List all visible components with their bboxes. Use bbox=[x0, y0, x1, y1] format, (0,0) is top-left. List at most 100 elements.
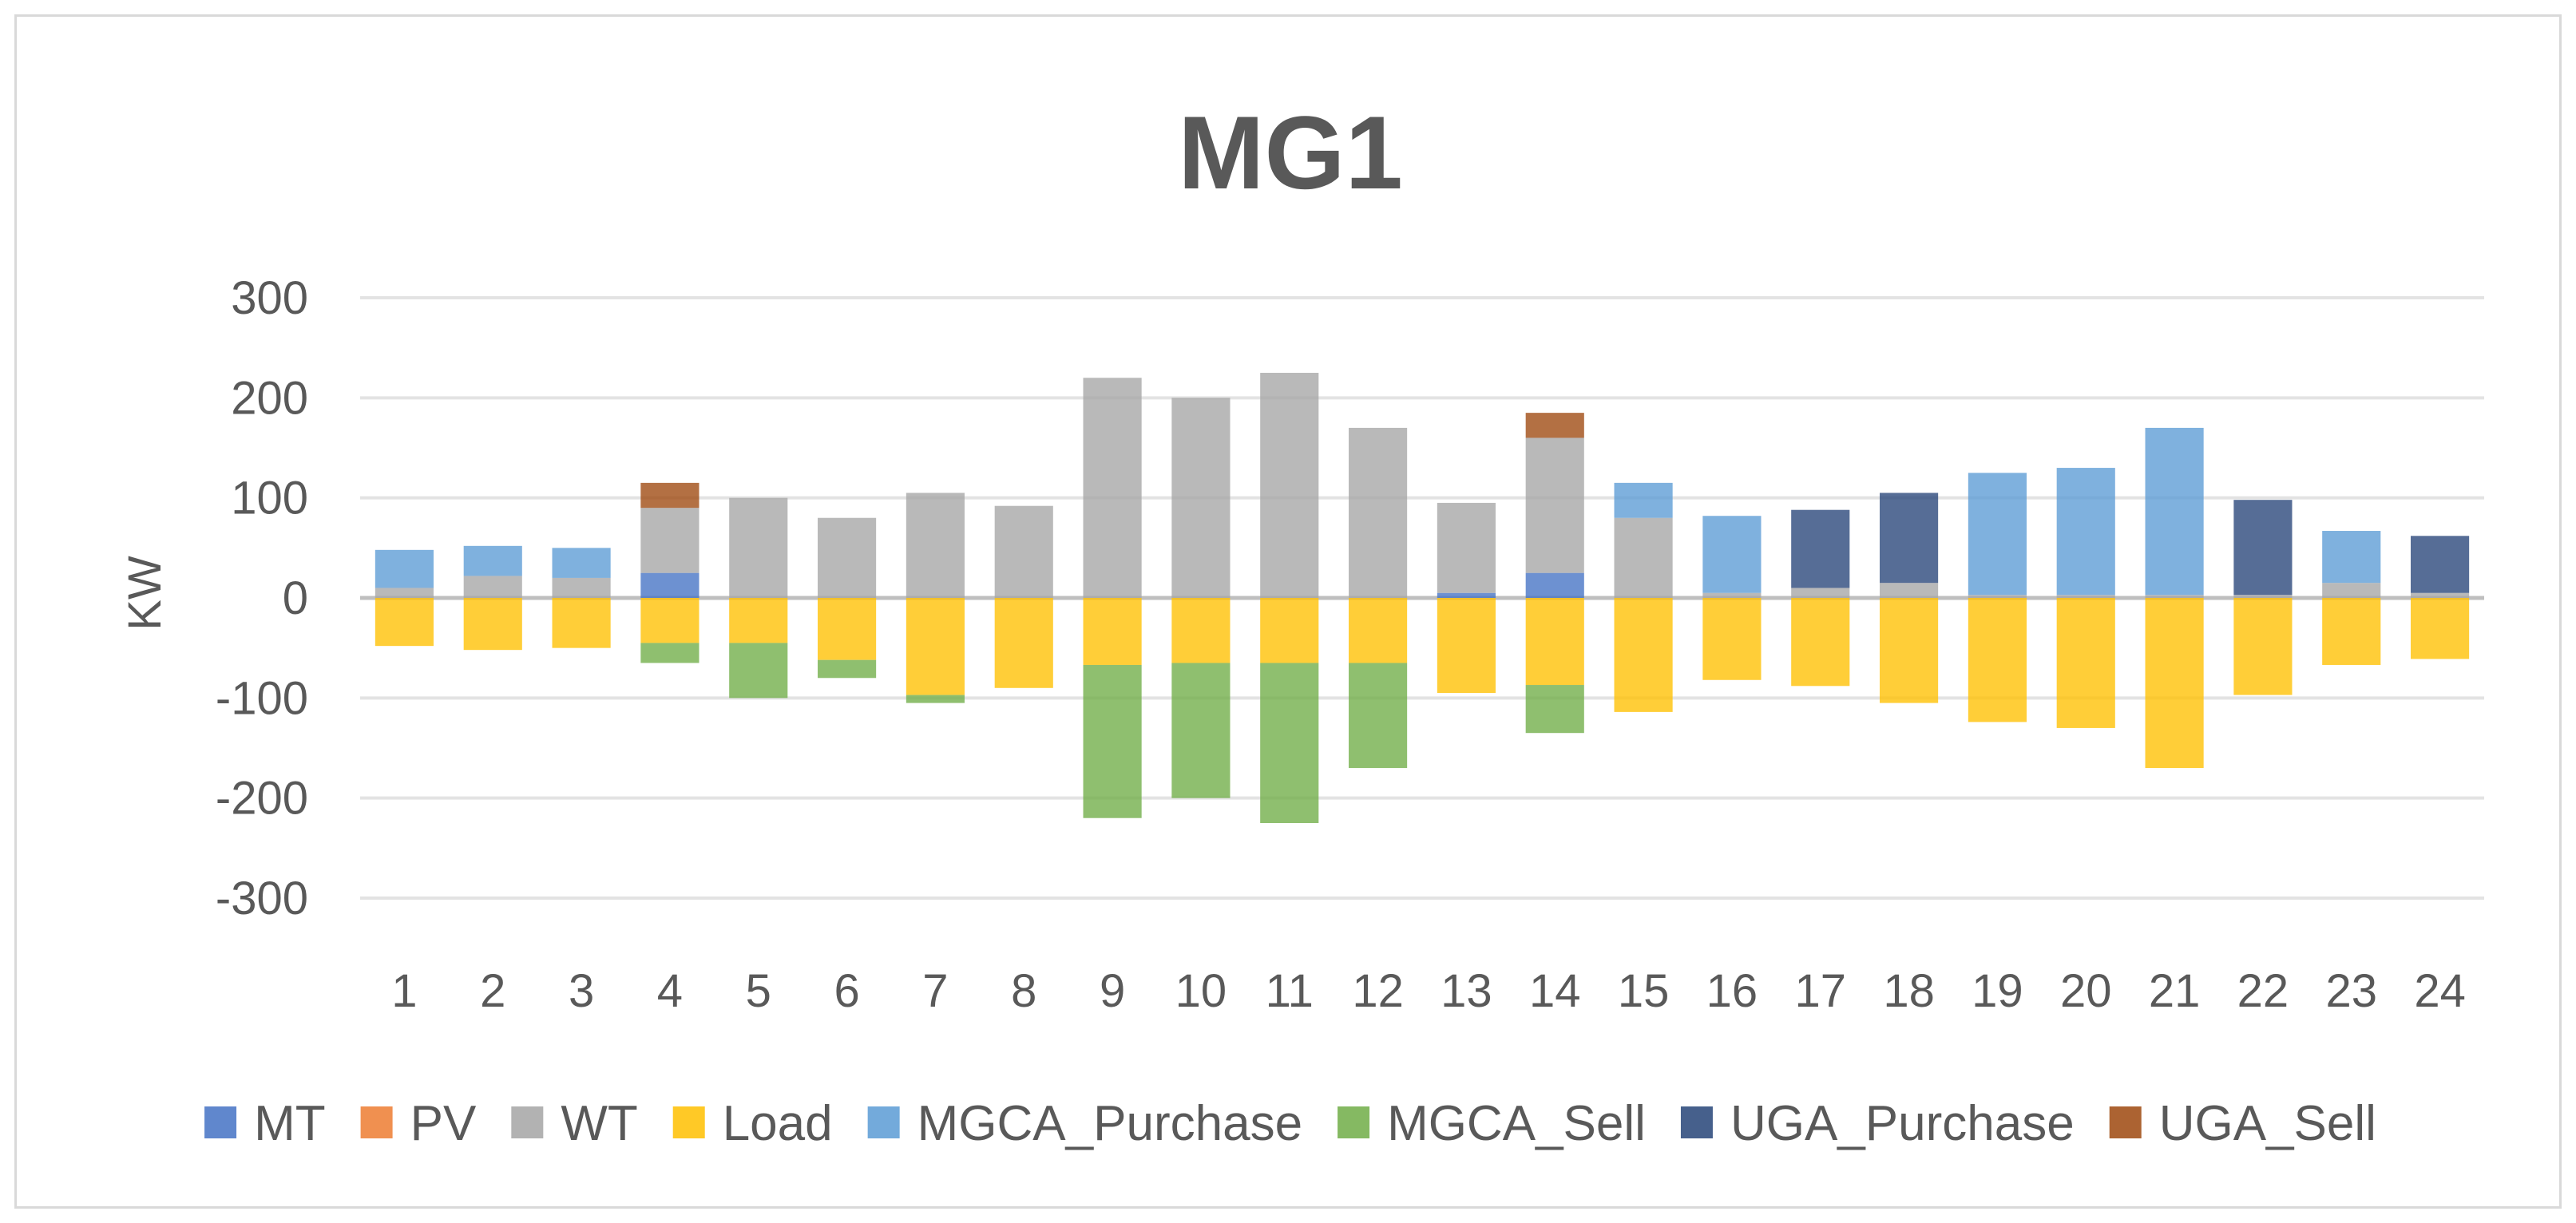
y-axis-ticks: 300 200 100 0 -100 -200 -300 bbox=[216, 272, 308, 924]
bar-load-11 bbox=[1260, 598, 1319, 663]
y-tick-label: -300 bbox=[216, 873, 308, 924]
bar-load-18 bbox=[1880, 598, 1939, 703]
bar-load-23 bbox=[2322, 598, 2381, 665]
y-tick-label: -200 bbox=[216, 773, 308, 825]
bar-load-16 bbox=[1702, 598, 1762, 680]
x-tick-label: 2 bbox=[480, 965, 505, 1017]
bar-wt-10 bbox=[1171, 398, 1231, 598]
bar-wt-9 bbox=[1083, 378, 1142, 598]
bar-wt-18 bbox=[1880, 583, 1939, 598]
bar-load-8 bbox=[994, 598, 1053, 688]
bar-load-20 bbox=[2056, 598, 2115, 728]
y-tick-label: 200 bbox=[231, 372, 308, 424]
x-tick-label: 22 bbox=[2237, 965, 2289, 1017]
y-axis-label: KW bbox=[119, 556, 171, 631]
legend-item-pv: PV bbox=[360, 1096, 477, 1151]
legend-swatch bbox=[511, 1106, 544, 1138]
bar-uga-purchase-18 bbox=[1880, 493, 1939, 584]
bar-load-19 bbox=[1968, 598, 2027, 722]
legend-swatch bbox=[2109, 1106, 2142, 1138]
chart-title: MG1 bbox=[1178, 94, 1403, 211]
legend-swatch bbox=[867, 1106, 900, 1138]
bar-wt-1 bbox=[375, 588, 434, 598]
legend-item-mgca-sell: MGCA_Sell bbox=[1338, 1096, 1646, 1151]
bar-wt-3 bbox=[552, 577, 611, 598]
bar-mt-13 bbox=[1437, 592, 1496, 598]
bar-mgca-sell-10 bbox=[1171, 663, 1231, 798]
bar-uga-purchase-17 bbox=[1791, 509, 1850, 588]
bar-mgca-purchase-2 bbox=[463, 545, 522, 576]
bar-mgca-purchase-21 bbox=[2145, 427, 2204, 596]
legend-swatch bbox=[1338, 1106, 1370, 1138]
x-tick-label: 14 bbox=[1529, 965, 1581, 1017]
x-tick-label: 6 bbox=[834, 965, 859, 1017]
bar-mgca-purchase-1 bbox=[375, 549, 434, 588]
x-tick-label: 9 bbox=[1100, 965, 1125, 1017]
bar-mgca-purchase-16 bbox=[1702, 516, 1762, 593]
legend-item-uga-purchase: UGA_Purchase bbox=[1680, 1096, 2075, 1151]
bar-mgca-sell-6 bbox=[818, 659, 877, 679]
legend-item-load: Load bbox=[672, 1096, 833, 1151]
bar-mgca-sell-14 bbox=[1525, 685, 1584, 734]
bar-uga-sell-4 bbox=[640, 482, 699, 509]
bar-load-13 bbox=[1437, 598, 1496, 694]
bar-load-15 bbox=[1614, 598, 1673, 712]
bar-wt-22 bbox=[2233, 595, 2293, 598]
bar-load-4 bbox=[640, 598, 699, 643]
legend-label: PV bbox=[410, 1096, 477, 1151]
x-tick-label: 15 bbox=[1618, 965, 1670, 1017]
bar-wt-4 bbox=[640, 508, 699, 573]
bar-load-17 bbox=[1791, 598, 1850, 687]
x-tick-label: 24 bbox=[2414, 965, 2466, 1017]
legend-swatch bbox=[360, 1106, 393, 1138]
x-tick-label: 17 bbox=[1794, 965, 1846, 1017]
bar-mgca-sell-5 bbox=[729, 643, 788, 699]
bar-wt-16 bbox=[1702, 592, 1762, 598]
bar-wt-23 bbox=[2322, 583, 2381, 598]
legend-label: UGA_Sell bbox=[2159, 1096, 2376, 1151]
legend-label: MT bbox=[254, 1096, 326, 1151]
gridlines bbox=[360, 296, 2484, 900]
bar-load-21 bbox=[2145, 598, 2204, 769]
bar-mt-4 bbox=[640, 572, 699, 598]
bar-wt-19 bbox=[1968, 595, 2027, 598]
bar-wt-7 bbox=[906, 493, 965, 598]
x-tick-label: 7 bbox=[922, 965, 948, 1017]
x-tick-label: 20 bbox=[2060, 965, 2112, 1017]
x-tick-label: 19 bbox=[1972, 965, 2023, 1017]
x-axis-ticks: 1 2 3 4 5 6 7 8 9 10 11 12 13 14 15 16 17 18 19 20 21 22 23 24 bbox=[391, 965, 2466, 1017]
legend-label: WT bbox=[561, 1096, 637, 1151]
bar-mgca-sell-11 bbox=[1260, 663, 1319, 823]
legend-label: MGCA_Sell bbox=[1387, 1096, 1646, 1151]
x-tick-label: 8 bbox=[1011, 965, 1036, 1017]
bar-uga-sell-14 bbox=[1525, 413, 1584, 438]
bar-load-6 bbox=[818, 598, 877, 660]
bar-load-10 bbox=[1171, 598, 1231, 663]
bar-wt-15 bbox=[1614, 517, 1673, 598]
legend-swatch bbox=[204, 1106, 237, 1138]
bar-load-5 bbox=[729, 598, 788, 643]
bar-mgca-sell-9 bbox=[1083, 664, 1142, 818]
bar-wt-5 bbox=[729, 497, 788, 598]
y-tick-label: 300 bbox=[231, 272, 308, 324]
x-tick-label: 1 bbox=[391, 965, 417, 1017]
x-tick-label: 21 bbox=[2149, 965, 2201, 1017]
x-tick-label: 4 bbox=[657, 965, 683, 1017]
bar-wt-14 bbox=[1525, 437, 1584, 573]
legend: MT PV WT Load MGCA_Purchase MGCA_Sell UGA_Purc… bbox=[204, 1096, 2376, 1151]
bar-wt-24 bbox=[2411, 592, 2470, 598]
bar-load-3 bbox=[552, 598, 611, 648]
y-tick-label: 0 bbox=[283, 572, 308, 624]
y-tick-label: 100 bbox=[231, 473, 308, 524]
bar-uga-purchase-24 bbox=[2411, 536, 2470, 593]
legend-label: Load bbox=[723, 1096, 833, 1151]
legend-item-mt: MT bbox=[204, 1096, 326, 1151]
bar-load-1 bbox=[375, 598, 434, 647]
bar-wt-8 bbox=[994, 505, 1053, 598]
legend-swatch bbox=[1680, 1106, 1713, 1138]
legend-label: MGCA_Purchase bbox=[917, 1096, 1302, 1151]
legend-item-mgca-purchase: MGCA_Purchase bbox=[867, 1096, 1302, 1151]
bar-mt-14 bbox=[1525, 572, 1584, 598]
